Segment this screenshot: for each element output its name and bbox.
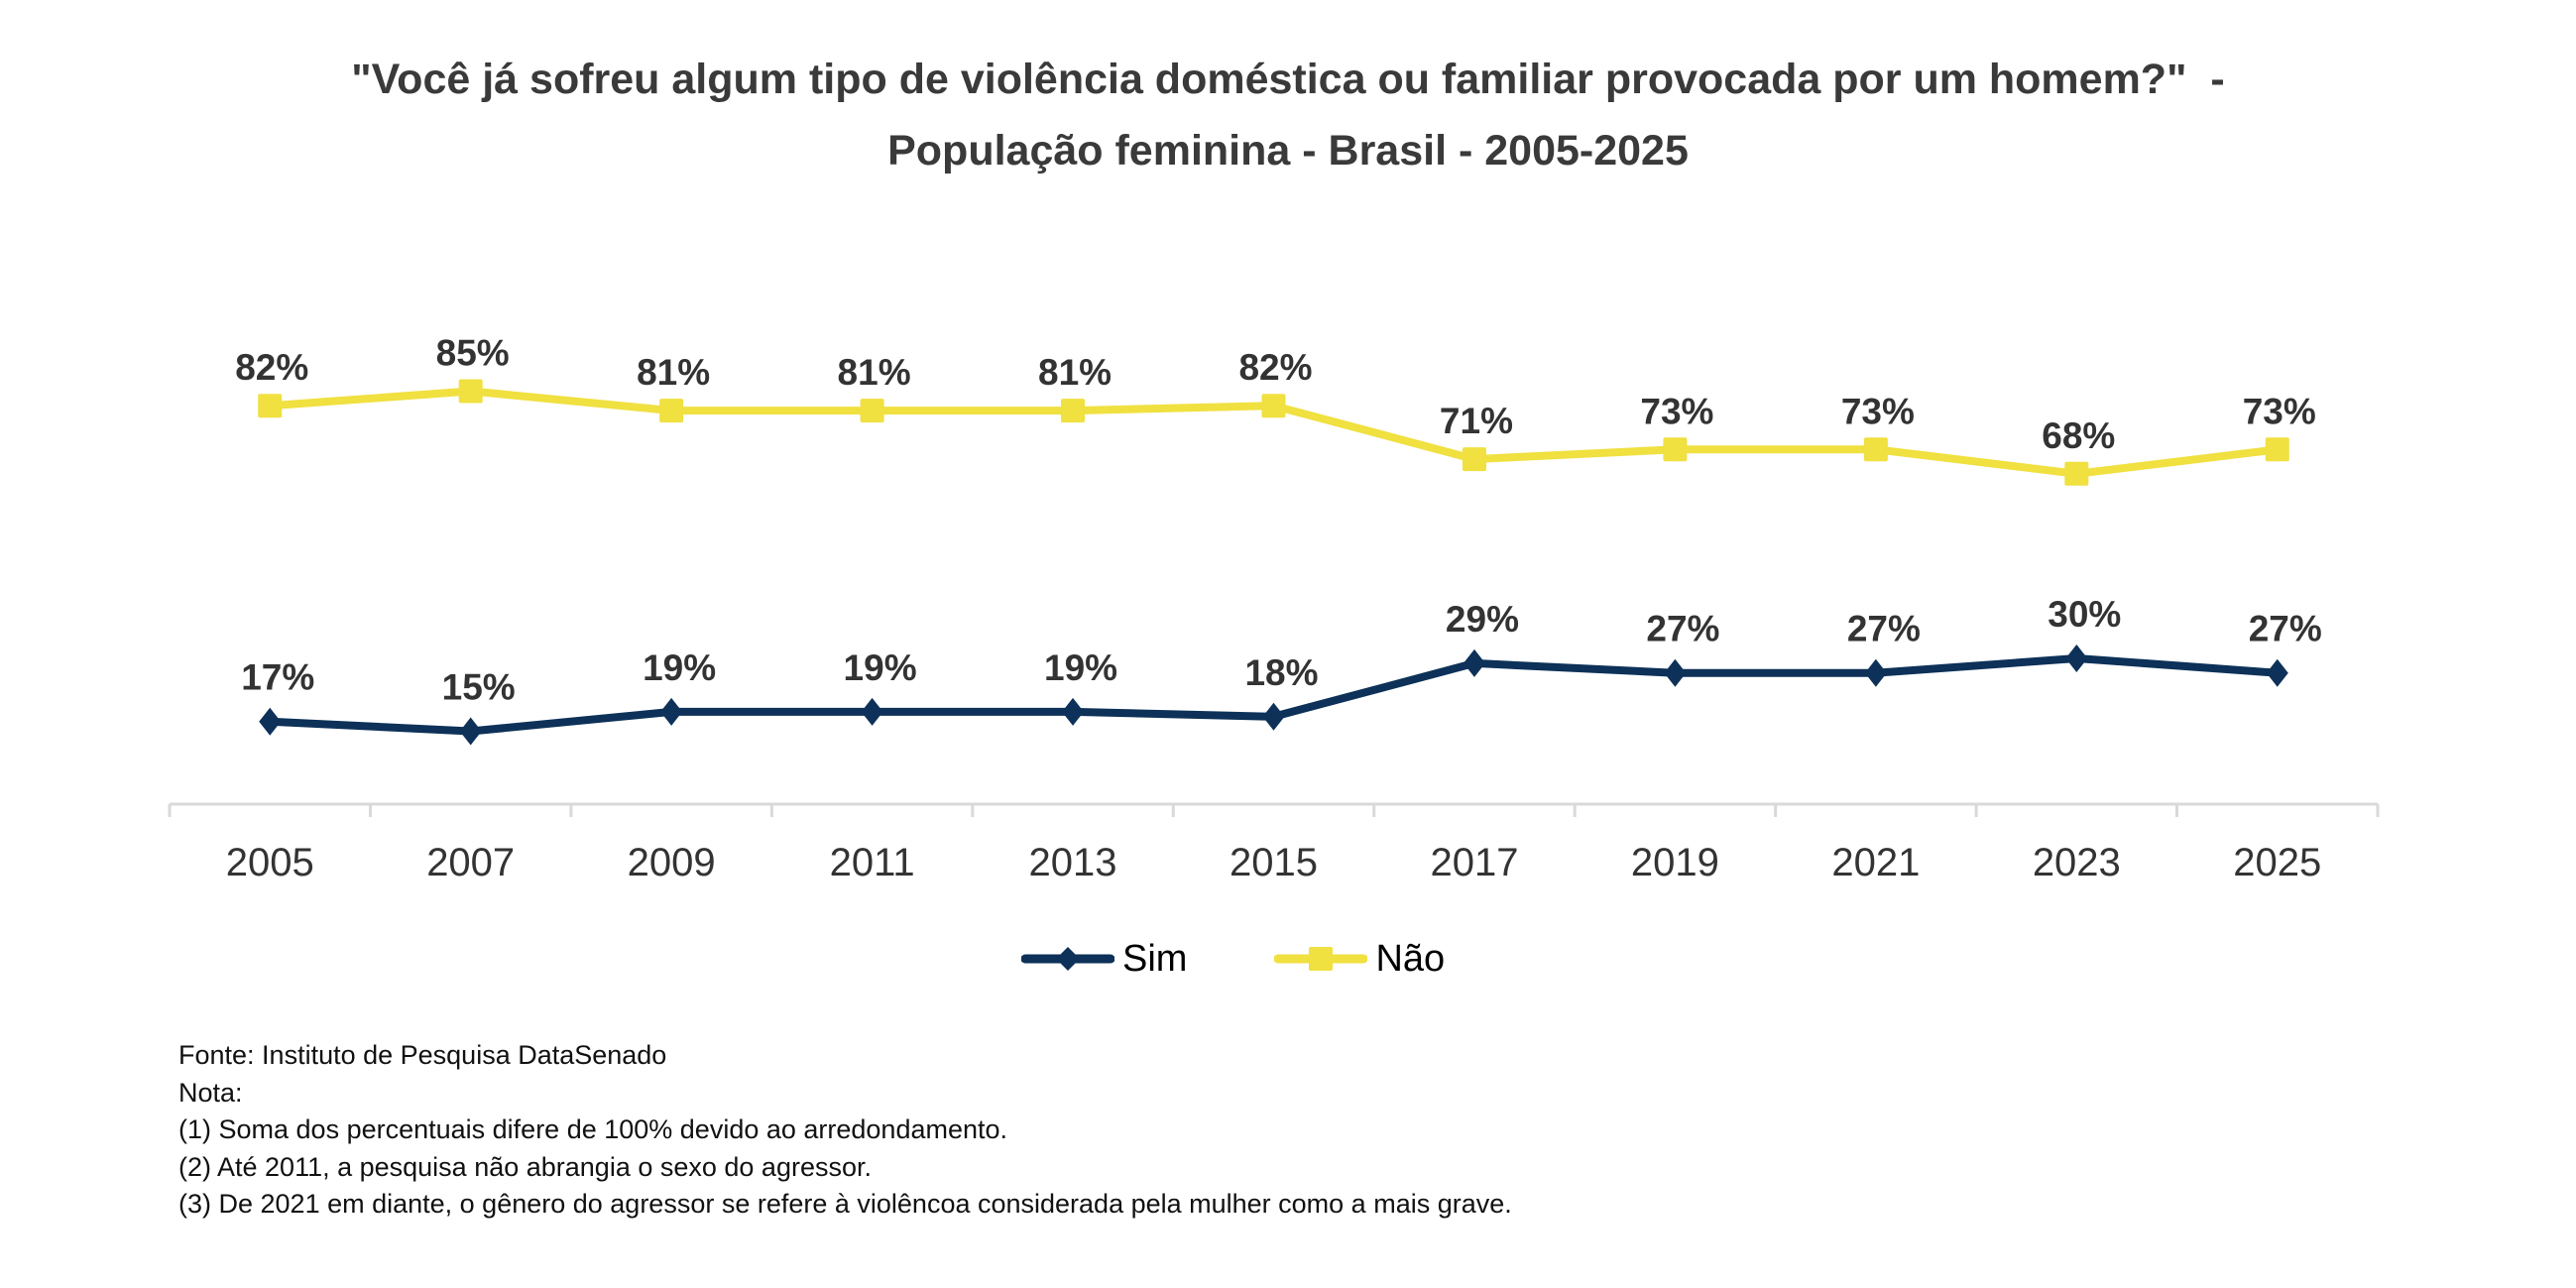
data-point-nao[interactable]: [659, 399, 684, 423]
x-tick-label: 2005: [226, 841, 314, 884]
x-tick-label: 2019: [1631, 841, 1719, 884]
data-point-nao[interactable]: [1663, 437, 1688, 462]
data-label-nao: 85%: [436, 333, 510, 374]
data-point-sim[interactable]: [259, 707, 282, 736]
x-tick-label: 2023: [2033, 841, 2121, 884]
x-tick-label: 2007: [426, 841, 515, 884]
data-label-nao: 73%: [1841, 391, 1915, 431]
data-point-nao[interactable]: [258, 394, 283, 418]
data-label-nao: 71%: [1440, 401, 1513, 441]
footnotes: Fonte: Instituto de Pesquisa DataSenado …: [178, 1037, 1512, 1224]
data-label-nao: 68%: [2042, 415, 2115, 456]
x-tick-label: 2013: [1029, 841, 1117, 884]
data-point-nao[interactable]: [2064, 461, 2089, 486]
data-point-sim[interactable]: [1463, 648, 1485, 677]
data-label-sim: 29%: [1446, 599, 1519, 640]
data-label-sim: 27%: [1847, 609, 1921, 649]
legend-label-nao: Não: [1375, 937, 1446, 980]
x-tick-label: 2009: [628, 841, 716, 884]
data-label-nao: 81%: [637, 352, 710, 393]
data-point-sim[interactable]: [2065, 644, 2088, 672]
data-point-sim[interactable]: [1864, 658, 1887, 687]
data-point-sim[interactable]: [1062, 697, 1085, 726]
data-point-nao[interactable]: [1061, 399, 1086, 423]
data-label-sim: 27%: [2249, 609, 2322, 649]
data-label-sim: 27%: [1646, 609, 1719, 649]
note-2: (2) Até 2011, a pesquisa não abrangia o …: [178, 1151, 872, 1182]
data-point-sim[interactable]: [459, 717, 482, 746]
x-tick-label: 2025: [2233, 841, 2321, 884]
legend: Sim Não: [1021, 934, 1532, 984]
data-label-nao: 82%: [235, 347, 308, 388]
data-label-nao: 81%: [838, 352, 911, 393]
data-point-nao[interactable]: [1863, 437, 1888, 462]
data-label-sim: 19%: [1044, 647, 1117, 688]
x-tick-label: 2015: [1229, 841, 1318, 884]
x-axis: 2005 2007 2009 2011 2013 2015 2017 2019 2021 2023…: [168, 802, 2380, 884]
data-label-sim: 15%: [442, 667, 516, 708]
x-tick-label: 2017: [1430, 841, 1518, 884]
data-point-sim[interactable]: [2266, 658, 2288, 687]
series-layer: [258, 379, 2289, 746]
series-sim: [259, 644, 2288, 746]
data-label-nao: 73%: [1640, 391, 1713, 431]
legend-item-sim[interactable]: Sim: [1021, 938, 1187, 981]
note-1: (1) Soma dos percentuais difere de 100% …: [178, 1114, 1008, 1144]
data-point-nao[interactable]: [2265, 437, 2289, 462]
note-header: Nota:: [178, 1077, 243, 1108]
data-label-sim: 30%: [2048, 594, 2121, 635]
data-label-nao: 73%: [2243, 391, 2316, 431]
data-point-sim[interactable]: [1262, 702, 1285, 731]
chart-title: "Você já sofreu algum tipo de violência …: [0, 44, 2576, 186]
data-label-sim: 19%: [844, 647, 917, 688]
series-nao: [258, 379, 2289, 486]
data-point-nao[interactable]: [860, 399, 884, 423]
data-point-sim[interactable]: [861, 697, 883, 726]
source-note: Fonte: Instituto de Pesquisa DataSenado: [178, 1040, 667, 1070]
legend-item-nao[interactable]: Não: [1274, 938, 1445, 981]
data-labels-layer: 17% 15% 19% 19% 19% 18% 29% 27% 27% 30% 27% 82% 85% 8…: [235, 333, 2322, 708]
x-tick-label: 2011: [830, 841, 915, 884]
data-point-nao[interactable]: [458, 379, 483, 404]
data-point-nao[interactable]: [1261, 394, 1286, 418]
square-icon: [1274, 947, 1368, 971]
diamond-icon: [1021, 947, 1114, 971]
data-point-sim[interactable]: [1664, 658, 1687, 687]
chart-title-line-1: "Você já sofreu algum tipo de violência …: [351, 56, 2225, 103]
data-label-nao: 81%: [1038, 352, 1112, 393]
chart-title-line-2: População feminina - Brasil - 2005-2025: [887, 127, 1689, 175]
data-label-sim: 19%: [643, 647, 716, 688]
legend-label-sim: Sim: [1122, 937, 1188, 980]
x-tick-label: 2021: [1831, 841, 1920, 884]
data-label-sim: 18%: [1244, 652, 1318, 693]
data-label-sim: 17%: [241, 657, 314, 698]
data-point-nao[interactable]: [1462, 447, 1486, 472]
data-point-sim[interactable]: [660, 697, 683, 726]
note-3: (3) De 2021 em diante, o gênero do agres…: [178, 1189, 1512, 1219]
data-label-nao: 82%: [1238, 347, 1312, 388]
